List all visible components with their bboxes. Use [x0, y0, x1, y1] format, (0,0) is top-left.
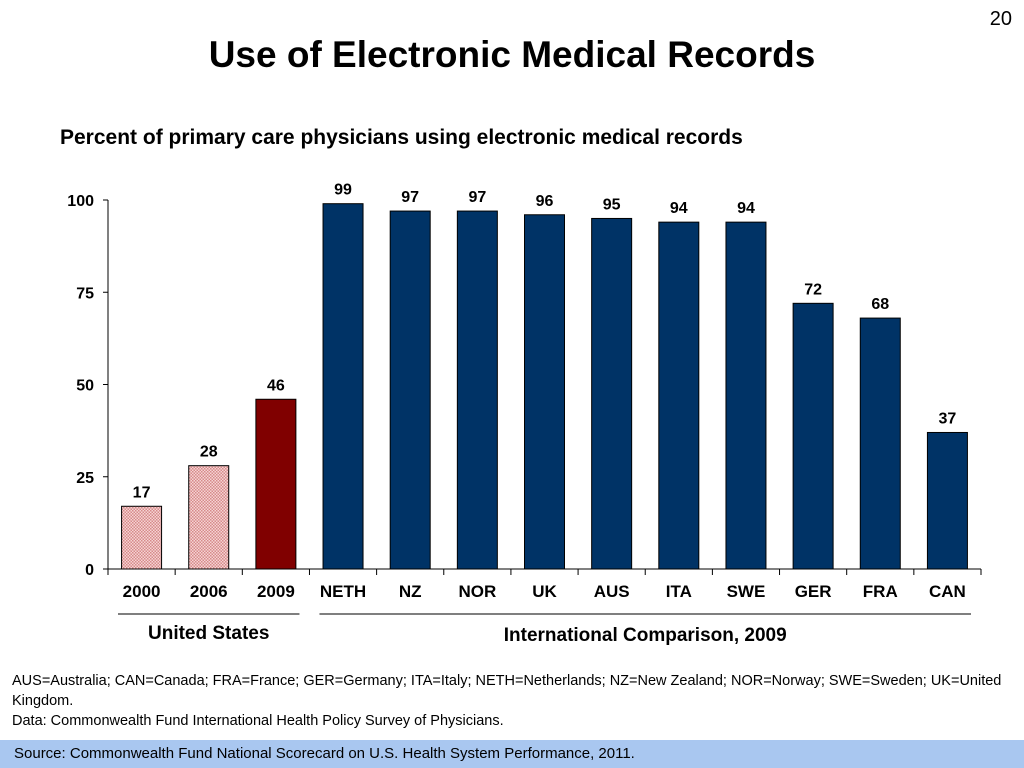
data-label: 28 — [200, 444, 218, 461]
bar — [456, 210, 498, 570]
y-tick-label: 100 — [67, 193, 94, 210]
data-label: 94 — [670, 200, 688, 217]
abbreviations-note: AUS=Australia; CAN=Canada; FRA=France; G… — [12, 673, 1002, 709]
bar — [188, 465, 230, 570]
data-label: 97 — [401, 189, 419, 206]
x-tick-label: NOR — [458, 582, 496, 601]
x-tick-label: 2006 — [190, 582, 228, 601]
data-label: 68 — [871, 296, 889, 313]
bar — [658, 221, 700, 570]
slide-number: 20 — [989, 8, 1012, 30]
bar — [859, 317, 901, 570]
y-tick-label: 25 — [76, 470, 94, 487]
data-label: 17 — [133, 484, 151, 501]
x-tick-label: CAN — [929, 582, 966, 601]
data-label: 97 — [468, 189, 486, 206]
bar — [725, 221, 767, 570]
bar — [121, 505, 163, 570]
source-text: Source: Commonwealth Fund National Score… — [14, 745, 635, 762]
data-label: 99 — [334, 182, 352, 199]
data-label: 96 — [536, 193, 554, 210]
y-tick-label: 50 — [76, 378, 94, 395]
data-label: 94 — [737, 200, 755, 217]
data-label: 37 — [939, 410, 957, 427]
x-tick-label: GER — [795, 582, 832, 601]
bar — [792, 302, 834, 570]
bar — [524, 214, 565, 570]
x-tick-label: FRA — [863, 582, 898, 601]
x-tick-label: 2009 — [257, 582, 295, 601]
bar — [389, 210, 431, 570]
bar-chart: 0 25 50 75 100 17 2000 28 2006 46 2009 99 NETH 97 NZ 9… — [67, 182, 982, 615]
chart-title: Percent of primary care physicians using… — [60, 126, 743, 149]
source-bar: Source: Commonwealth Fund National Score… — [0, 740, 1024, 768]
x-tick-label: 2000 — [123, 582, 161, 601]
x-tick-label: SWE — [727, 582, 766, 601]
y-tick-label: 75 — [76, 285, 94, 302]
x-tick-label: AUS — [594, 582, 630, 601]
bar — [591, 217, 633, 570]
group-label-us: United States — [148, 623, 270, 644]
bar — [926, 431, 968, 570]
x-tick-label: NETH — [320, 582, 366, 601]
page-title: Use of Electronic Medical Records — [208, 34, 816, 75]
footnote: AUS=Australia; CAN=Canada; FRA=France; G… — [12, 671, 1012, 731]
x-tick-label: UK — [532, 582, 557, 601]
y-tick-label: 0 — [85, 562, 94, 579]
bar — [255, 398, 297, 570]
bar — [322, 203, 364, 570]
data-source-note: Data: Commonwealth Fund International He… — [12, 713, 504, 729]
group-label-international: International Comparison, 2009 — [503, 625, 787, 646]
x-tick-label: ITA — [666, 582, 692, 601]
data-label: 72 — [804, 281, 822, 298]
data-label: 95 — [603, 196, 621, 213]
x-tick-label: NZ — [399, 582, 422, 601]
data-label: 46 — [267, 377, 285, 394]
